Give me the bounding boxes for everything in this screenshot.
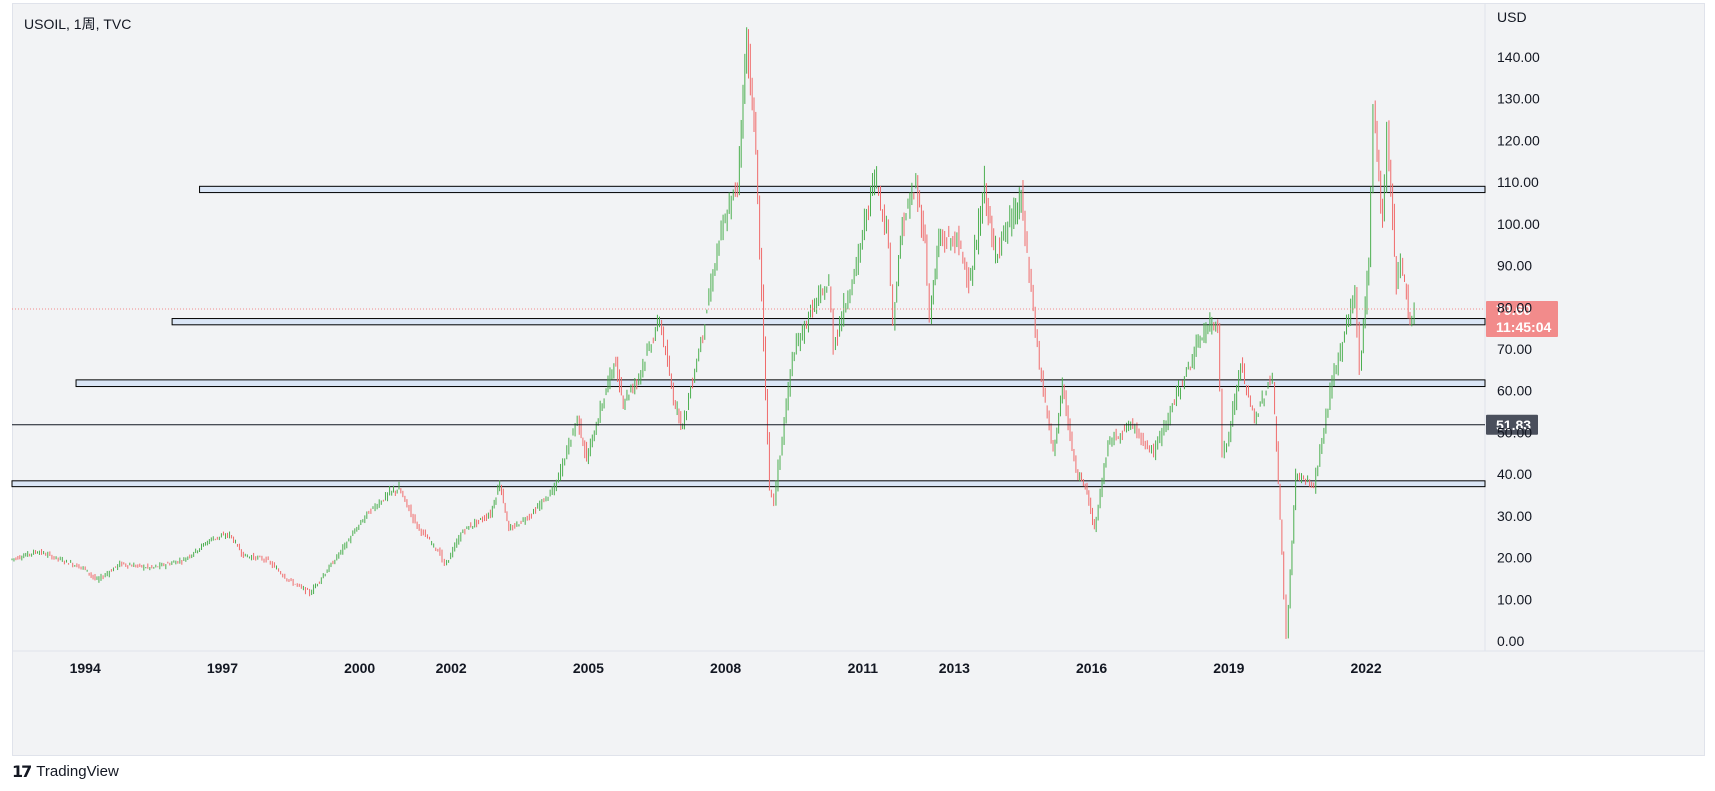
tradingview-brand-label: TradingView: [36, 762, 119, 780]
price-series: [11, 27, 1415, 639]
y-tick-label: 70.00: [1497, 341, 1532, 357]
x-tick-label: 2005: [573, 660, 604, 676]
x-tick-label: 2002: [436, 660, 467, 676]
y-tick-label: 140.00: [1497, 49, 1540, 65]
x-tick-label: 2011: [848, 660, 879, 676]
y-tick-label: 100.00: [1497, 216, 1540, 232]
y-tick-label: 110.00: [1497, 174, 1539, 190]
x-tick-label: 2019: [1213, 660, 1244, 676]
last-price-value: 79.60: [1496, 302, 1531, 318]
x-tick-label: 2008: [710, 660, 741, 676]
x-tick-label: 2000: [344, 660, 375, 676]
y-tick-label: 80.00: [1497, 299, 1532, 315]
symbol-title[interactable]: USOIL, 1周, TVC: [24, 16, 132, 32]
y-tick-label: 130.00: [1497, 91, 1540, 107]
support-resistance-zone: [75, 379, 1486, 388]
horizontal-line-badge: [1486, 414, 1538, 435]
y-tick-label: 40.00: [1497, 466, 1532, 482]
x-tick-label: 2013: [939, 660, 970, 676]
currency-label: USD: [1497, 9, 1527, 25]
support-resistance-zone: [199, 185, 1486, 194]
tradingview-logo-icon: 17: [12, 761, 32, 781]
price-axis[interactable]: USD 140.00 130.00 120.00 110.00 100.00 90.00 80…: [1497, 9, 1540, 649]
y-tick-label: 50.00: [1497, 424, 1532, 440]
y-tick-label: 90.00: [1497, 258, 1532, 274]
tradingview-logo[interactable]: 17 TradingView: [12, 760, 119, 782]
support-resistance-zone: [171, 318, 1486, 326]
y-tick-label: 20.00: [1497, 550, 1532, 566]
x-tick-label: 2022: [1350, 660, 1381, 676]
grid-layer: [12, 3, 1705, 652]
y-tick-label: 30.00: [1497, 508, 1532, 524]
horizontal-line-value: 51.83: [1496, 417, 1531, 433]
bar-countdown: 11:45:04: [1496, 319, 1551, 335]
y-tick-label: 120.00: [1497, 132, 1540, 148]
y-tick-label: 60.00: [1497, 383, 1532, 399]
x-tick-label: 1997: [207, 660, 238, 676]
time-axis[interactable]: 1994 1997 2000 2002 2005 2008 2011 2013 2016 2019…: [70, 660, 1382, 676]
support-resistance-zone: [11, 480, 1486, 488]
x-tick-label: 1994: [70, 660, 101, 676]
y-tick-label: 10.00: [1497, 591, 1532, 607]
y-tick-label: 0.00: [1497, 633, 1524, 649]
x-tick-label: 2016: [1076, 660, 1107, 676]
last-price-badge: [1486, 300, 1558, 337]
support-resistance-zones: [11, 185, 1486, 488]
